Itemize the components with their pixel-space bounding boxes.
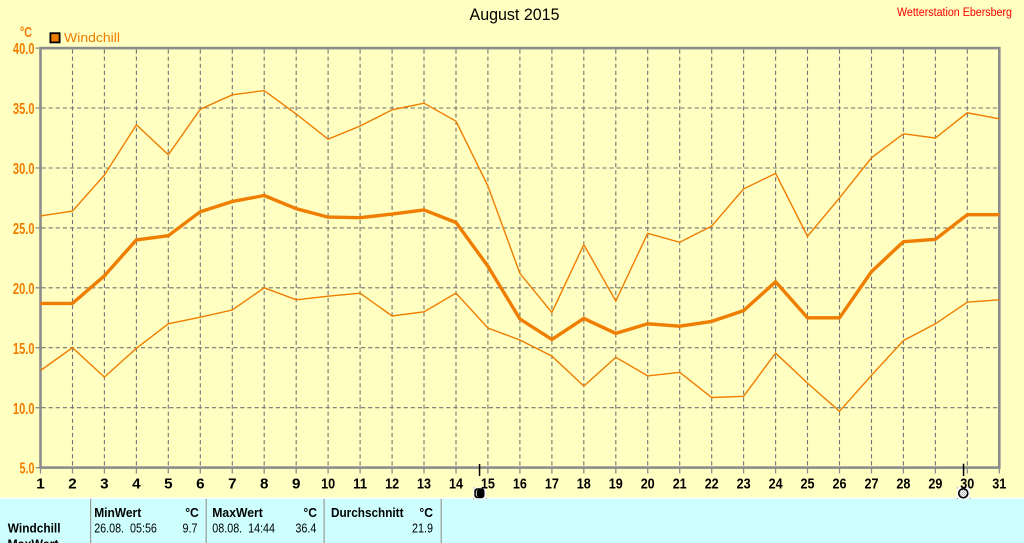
svg-text:31: 31: [992, 475, 1006, 492]
svg-text:Wetterstation Ebersberg: Wetterstation Ebersberg: [897, 5, 1012, 19]
svg-text:18: 18: [577, 475, 591, 492]
svg-text:MinWert: MinWert: [94, 505, 142, 520]
svg-text:°C: °C: [185, 505, 199, 520]
svg-text:19: 19: [609, 475, 623, 492]
svg-text:21.9: 21.9: [412, 520, 433, 535]
svg-text:14: 14: [449, 475, 463, 492]
svg-text:Windchill: Windchill: [64, 30, 120, 45]
svg-text:29: 29: [928, 475, 942, 492]
svg-text:5.0: 5.0: [20, 461, 35, 478]
svg-text:1: 1: [36, 475, 45, 492]
svg-text:16: 16: [513, 475, 527, 492]
svg-text:11: 11: [353, 475, 367, 492]
svg-text:28: 28: [896, 475, 910, 492]
svg-text:10.0: 10.0: [13, 401, 35, 418]
svg-text:4: 4: [132, 475, 141, 492]
svg-text:30.0: 30.0: [13, 161, 35, 178]
svg-text:Durchschnitt: Durchschnitt: [331, 505, 404, 520]
svg-text:3: 3: [100, 475, 108, 492]
svg-text:5: 5: [164, 475, 173, 492]
svg-text:40.0: 40.0: [13, 41, 35, 58]
svg-text:9.7: 9.7: [183, 520, 198, 535]
svg-text:27: 27: [865, 475, 879, 492]
svg-text:2: 2: [68, 475, 76, 492]
svg-text:9: 9: [292, 475, 300, 492]
svg-text:°C: °C: [419, 505, 433, 520]
svg-text:20: 20: [641, 475, 655, 492]
svg-text:17: 17: [545, 475, 559, 492]
svg-text:Windchill: Windchill: [8, 520, 61, 535]
svg-text:22: 22: [705, 475, 719, 492]
svg-text:August 2015: August 2015: [470, 6, 560, 24]
svg-text:36.4: 36.4: [295, 520, 316, 535]
svg-text:30: 30: [960, 475, 974, 492]
svg-text:8: 8: [260, 475, 268, 492]
svg-text:6: 6: [196, 475, 204, 492]
svg-text:15.0: 15.0: [13, 341, 35, 358]
svg-text:MaxWert: MaxWert: [8, 537, 60, 543]
svg-text:°C: °C: [20, 25, 32, 41]
svg-text:23: 23: [737, 475, 751, 492]
svg-text:21: 21: [673, 475, 687, 492]
svg-text:25: 25: [801, 475, 815, 492]
svg-text:25.0: 25.0: [13, 221, 35, 238]
svg-text:26: 26: [833, 475, 847, 492]
svg-text:MaxWert: MaxWert: [212, 505, 263, 520]
svg-text:20.0: 20.0: [13, 281, 35, 298]
svg-text:13: 13: [417, 475, 431, 492]
svg-text:7: 7: [228, 475, 236, 492]
svg-text:08.08. 14:44: 08.08. 14:44: [212, 520, 275, 535]
svg-text:°C: °C: [303, 505, 317, 520]
svg-text:15: 15: [481, 475, 495, 492]
svg-text:26.08. 05:56: 26.08. 05:56: [94, 520, 157, 535]
svg-text:12: 12: [385, 475, 399, 492]
svg-text:24: 24: [769, 475, 783, 492]
svg-text:10: 10: [321, 475, 335, 492]
svg-text:35.0: 35.0: [13, 101, 35, 118]
